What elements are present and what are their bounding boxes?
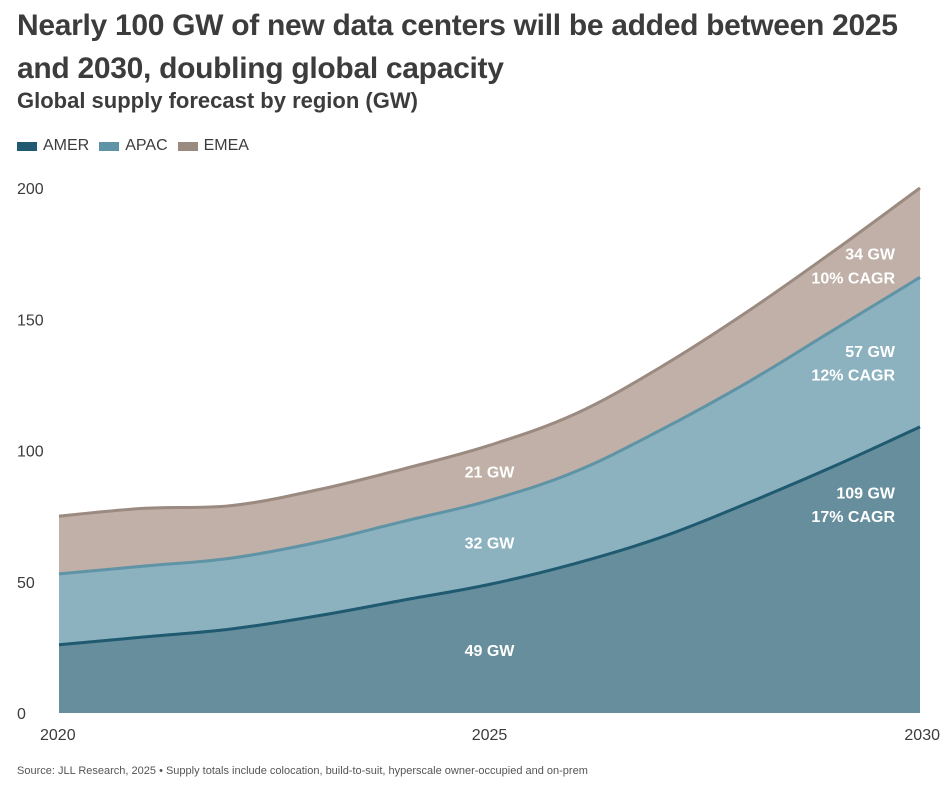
legend-swatch-amer — [17, 141, 37, 151]
data-label: 32 GW — [465, 535, 516, 552]
data-label: 17% CAGR — [811, 509, 895, 526]
data-label: 57 GW — [845, 344, 896, 361]
chart-subtitle: Global supply forecast by region (GW) — [17, 88, 418, 113]
series-line-emea — [58, 186, 921, 518]
legend-label-emea: EMEA — [203, 137, 249, 154]
chart-title: Nearly 100 GW of new data centers will b… — [17, 9, 898, 85]
source-note: Source: JLL Research, 2025 • Supply tota… — [17, 765, 588, 777]
legend-label-amer: AMER — [43, 137, 90, 154]
data-label: 21 GW — [465, 465, 516, 482]
legend: AMER APAC EMEA — [17, 137, 249, 155]
data-label: 10% CAGR — [811, 270, 895, 287]
y-tick-label: 150 — [17, 312, 44, 329]
y-tick-label: 50 — [17, 575, 35, 592]
data-label: 34 GW — [845, 247, 896, 264]
legend-item-apac: APAC — [99, 137, 168, 155]
x-tick-label: 2025 — [472, 727, 508, 744]
y-tick-label: 100 — [17, 444, 44, 461]
legend-label-apac: APAC — [125, 137, 168, 154]
area-amer — [59, 426, 920, 713]
legend-item-amer: AMER — [17, 137, 89, 155]
y-tick-label: 200 — [17, 181, 44, 198]
data-label: 109 GW — [836, 486, 896, 503]
y-tick-label: 0 — [17, 706, 26, 723]
x-tick-label: 2030 — [904, 727, 940, 744]
legend-item-emea: EMEA — [177, 137, 249, 155]
legend-swatch-apac — [99, 141, 120, 151]
data-label: 49 GW — [465, 643, 516, 660]
x-tick-label: 2020 — [40, 727, 76, 744]
series-line-apac — [58, 276, 921, 576]
legend-swatch-emea — [177, 141, 198, 151]
data-label: 12% CAGR — [811, 367, 895, 384]
series-line-amer — [58, 425, 921, 647]
